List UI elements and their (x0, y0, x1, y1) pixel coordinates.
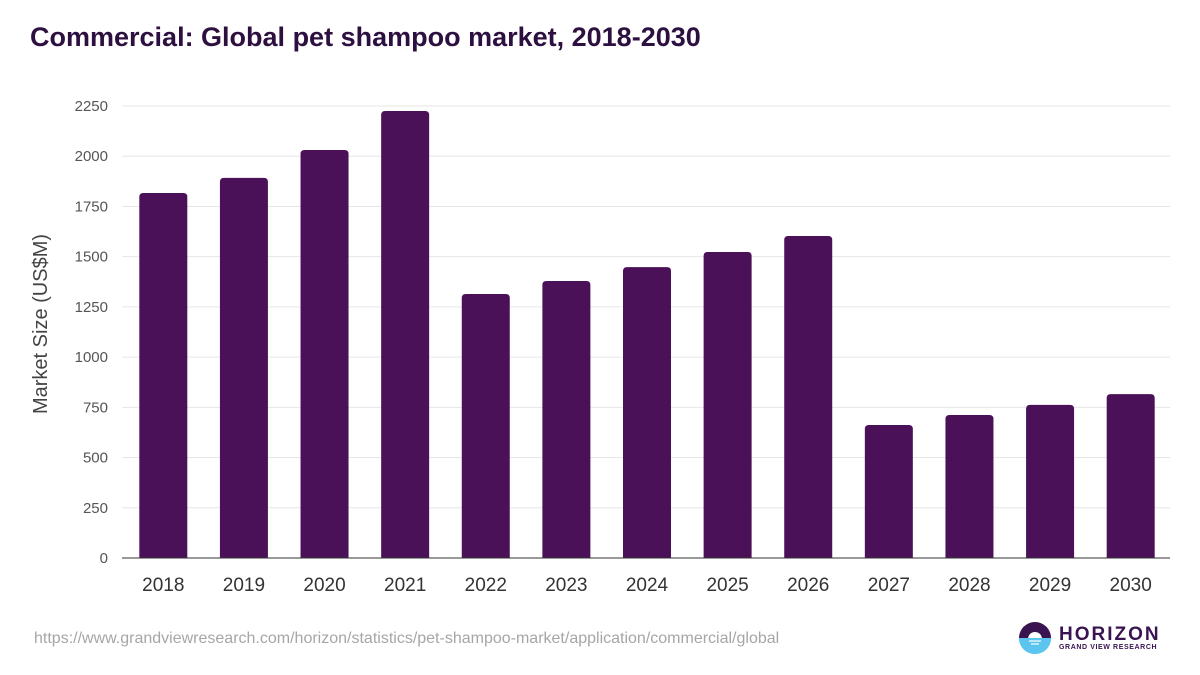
bar-2025[interactable] (703, 252, 752, 559)
chart-title: Commercial: Global pet shampoo market, 2… (30, 22, 701, 52)
logo-sub-text: GRAND VIEW RESEARCH (1059, 644, 1158, 651)
x-tick-label: 2029 (1029, 575, 1071, 596)
y-tick-label: 2000 (75, 148, 108, 165)
bar-2022[interactable] (461, 294, 510, 558)
bar-2026[interactable] (784, 235, 833, 559)
bar-2024[interactable] (623, 267, 671, 558)
bar-2020[interactable] (300, 149, 349, 558)
y-tick-label: 500 (83, 450, 108, 467)
y-axis-ticks: 0 250 500 750 1000 1250 1500 1750 2000 2250 (75, 98, 108, 567)
y-axis-label: Market Size (US$M) (30, 234, 52, 414)
x-tick-label: 2023 (545, 575, 587, 596)
y-tick-label: 1250 (75, 299, 108, 316)
x-axis-ticks: 2018 2019 2020 2021 2022 2023 2024 2025 2026 2027… (142, 575, 1152, 596)
bar-2027[interactable] (864, 425, 913, 558)
x-tick-label: 2025 (706, 575, 748, 596)
bar-2019[interactable] (219, 177, 268, 559)
x-tick-label: 2027 (868, 575, 910, 596)
bar-2018[interactable] (139, 192, 188, 558)
y-tick-label: 2250 (75, 98, 108, 115)
x-tick-label: 2018 (142, 575, 184, 596)
x-tick-label: 2024 (626, 575, 669, 596)
source-url[interactable]: https://www.grandviewresearch.com/horizo… (34, 630, 780, 647)
y-tick-label: 1500 (75, 249, 108, 266)
x-tick-label: 2022 (465, 575, 507, 596)
y-tick-label: 1750 (75, 198, 108, 215)
y-tick-label: 1000 (75, 349, 108, 366)
horizon-logo: HORIZON GRAND VIEW RESEARCH (1019, 622, 1161, 654)
y-tick-label: 250 (83, 500, 108, 517)
x-tick-label: 2028 (948, 575, 990, 596)
x-tick-label: 2019 (223, 575, 265, 596)
bars (139, 111, 1155, 559)
x-tick-label: 2021 (384, 575, 426, 596)
x-tick-label: 2020 (303, 575, 345, 596)
horizon-logo-icon (1019, 622, 1051, 654)
bar-2029[interactable] (1026, 404, 1075, 558)
bar-2023[interactable] (542, 280, 591, 558)
x-tick-label: 2026 (787, 575, 829, 596)
x-tick-label: 2030 (1110, 575, 1152, 596)
y-tick-label: 750 (83, 399, 108, 416)
bar-2028[interactable] (945, 414, 994, 558)
bar-2021[interactable] (381, 111, 430, 559)
logo-main-text: HORIZON (1059, 624, 1161, 645)
bar-2030[interactable] (1106, 394, 1155, 558)
y-tick-label: 0 (100, 550, 108, 567)
